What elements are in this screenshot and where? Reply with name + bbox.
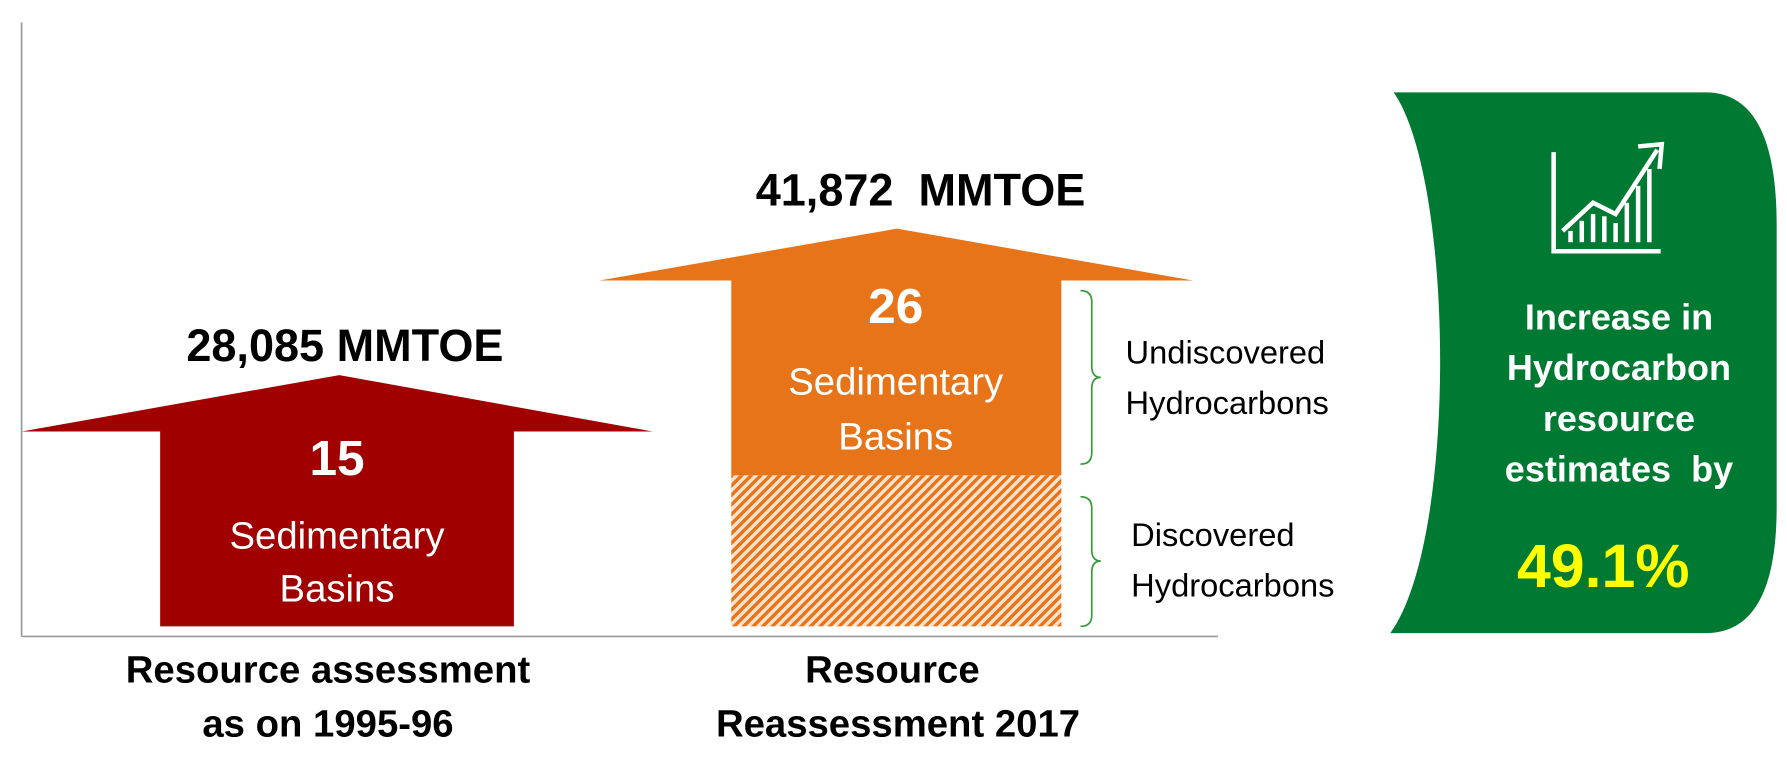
panel-text: Increase in [1525,296,1713,337]
right-caption: Resource [805,649,980,692]
undiscovered-label: Undiscovered [1126,333,1326,370]
left-arrow [21,375,653,627]
left-caption: as on 1995-96 [202,703,453,746]
panel [1390,92,1777,634]
left-basins-label: Basins [280,568,395,611]
discovered-label: Hydrocarbons [1131,567,1334,604]
bracket [1080,495,1101,628]
bracket [1080,289,1101,465]
right-caption: Reassessment 2017 [716,703,1080,746]
left-caption: Resource assessment [126,649,531,692]
panel-text: resource [1543,398,1695,439]
percent: 49.1% [1517,532,1689,600]
right-total: 41,872 MMTOE [756,165,1086,216]
right-basins: 26 [868,278,923,334]
discovered-label: Discovered [1131,516,1294,553]
right-basins-label: Sedimentary [788,360,1004,403]
panel-text: estimates by [1505,449,1733,490]
discovered-block [731,475,1062,627]
panel-text: Hydrocarbon [1507,347,1731,388]
left-basins-label: Sedimentary [230,515,446,558]
left-basins: 15 [309,430,364,486]
right-arrow [599,228,1194,476]
left-total: 28,085 MMTOE [186,320,503,371]
right-basins-label: Basins [838,415,953,458]
chart-icon [1551,141,1665,254]
undiscovered-label: Hydrocarbons [1126,384,1329,421]
